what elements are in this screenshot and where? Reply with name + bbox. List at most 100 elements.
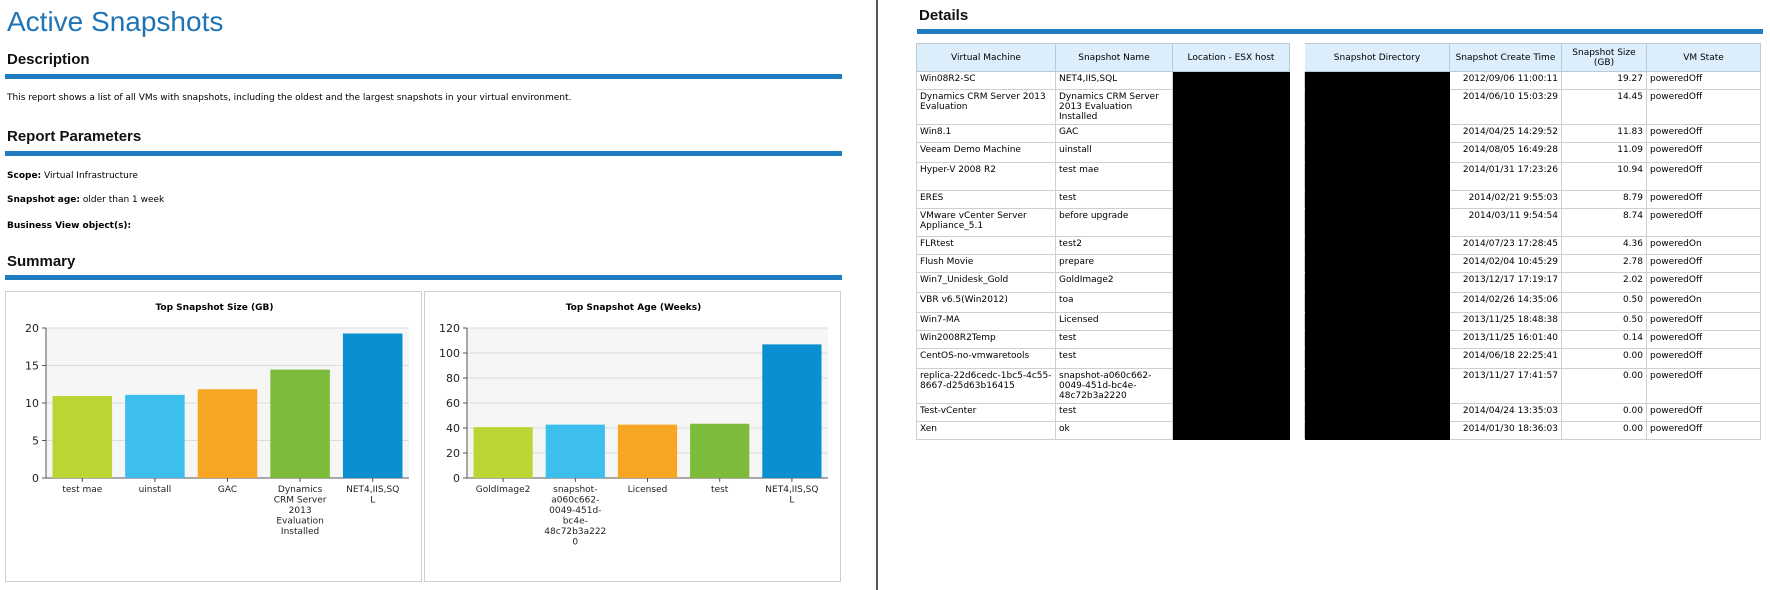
cell-vm-state: poweredOff: [1646, 403, 1761, 422]
table-row[interactable]: CentOS-no-vmwaretools test 2014/06/18 22:2…: [916, 348, 1761, 369]
bar: [342, 333, 403, 478]
cell-snapshot-name: NET4,IIS,SQL: [1055, 71, 1173, 90]
column-header-location[interactable]: Location - ESX host: [1172, 43, 1290, 72]
table-row[interactable]: Xen ok 2014/01/30 18:36:03 0.00 poweredOff: [916, 421, 1761, 440]
cell-gap: [1289, 421, 1305, 440]
table-row[interactable]: Dynamics CRM Server 2013 Evaluation Dynam…: [916, 89, 1761, 125]
cell-directory-redacted: [1304, 421, 1450, 440]
cell-vm: VMware vCenter Server Appliance_5.1: [916, 208, 1056, 237]
cell-snapshot-name: test: [1055, 348, 1173, 369]
table-row[interactable]: FLRtest test2 2014/07/23 17:28:45 4.36 power…: [916, 236, 1761, 255]
y-tick-label: 5: [32, 435, 39, 448]
column-header-directory[interactable]: Snapshot Directory: [1304, 43, 1450, 72]
cell-gap: [1289, 348, 1305, 369]
column-header-blank: [1289, 43, 1305, 72]
table-row[interactable]: replica-22d6cedc-1bc5-4c55-8667-d25d63b1…: [916, 368, 1761, 404]
bar: [125, 394, 185, 478]
x-tick-label: test mae: [62, 485, 102, 495]
table-row[interactable]: Test-vCenter test 2014/04/24 13:35:03 0.00 p…: [916, 403, 1761, 422]
cell-vm: Win08R2-SC: [916, 71, 1056, 90]
cell-size: 0.14: [1561, 330, 1647, 349]
cell-size: 0.50: [1561, 312, 1647, 331]
table-row[interactable]: Win2008R2Temp test 2013/11/25 16:01:40 0.14…: [916, 330, 1761, 349]
cell-gap: [1289, 124, 1305, 143]
x-tick-label: NET4,IIS,SQ L: [346, 485, 399, 506]
bar: [52, 395, 113, 478]
cell-create-time: 2014/01/31 17:23:26: [1449, 162, 1562, 191]
cell-create-time: 2013/11/25 18:48:38: [1449, 312, 1562, 331]
cell-vm-state: poweredOff: [1646, 254, 1761, 273]
cell-directory-redacted: [1304, 368, 1450, 404]
table-row[interactable]: VBR v6.5(Win2012) toa 2014/02/26 14:35:06 0…: [916, 292, 1761, 313]
cell-vm-state: poweredOff: [1646, 142, 1761, 163]
cell-create-time: 2014/02/04 10:45:29: [1449, 254, 1562, 273]
cell-vm-state: poweredOff: [1646, 272, 1761, 293]
cell-vm: Hyper-V 2008 R2: [916, 162, 1056, 191]
table-row[interactable]: ERES test 2014/02/21 9:55:03 8.79 poweredOff: [916, 190, 1761, 209]
cell-create-time: 2014/06/10 15:03:29: [1449, 89, 1562, 125]
cell-create-time: 2014/04/25 14:29:52: [1449, 124, 1562, 143]
cell-snapshot-name: GoldImage2: [1055, 272, 1173, 293]
chart-snapshot-age: Top Snapshot Age (Weeks) 0 20 40 60 80 100 120 G…: [424, 291, 841, 582]
cell-size: 10.94: [1561, 162, 1647, 191]
cell-location-redacted: [1172, 71, 1290, 90]
cell-directory-redacted: [1304, 142, 1450, 163]
cell-location-redacted: [1172, 272, 1290, 293]
x-tick-label: Dynamics CRM Server 2013 Evaluation Installe…: [274, 485, 327, 537]
param-value: Virtual Infrastructure: [44, 171, 138, 181]
table-row[interactable]: VMware vCenter Server Appliance_5.1 befor…: [916, 208, 1761, 237]
cell-vm: Win7_Unidesk_Gold: [916, 272, 1056, 293]
cell-snapshot-name: Licensed: [1055, 312, 1173, 331]
cell-location-redacted: [1172, 190, 1290, 209]
bar: [545, 424, 605, 478]
table-row[interactable]: Win7-MA Licensed 2013/11/25 18:48:38 0.50 po…: [916, 312, 1761, 331]
column-header-vm-state[interactable]: VM State: [1646, 43, 1761, 72]
cell-location-redacted: [1172, 348, 1290, 369]
cell-gap: [1289, 254, 1305, 273]
table-row[interactable]: Hyper-V 2008 R2 test mae 2014/01/31 17:23:…: [916, 162, 1761, 191]
cell-location-redacted: [1172, 89, 1290, 125]
table-row[interactable]: Win8.1 GAC 2014/04/25 14:29:52 11.83 powered…: [916, 124, 1761, 143]
cell-create-time: 2013/11/25 16:01:40: [1449, 330, 1562, 349]
cell-gap: [1289, 162, 1305, 191]
column-header-snapshot-name[interactable]: Snapshot Name: [1055, 43, 1173, 72]
column-header-create-time[interactable]: Snapshot Create Time: [1449, 43, 1562, 72]
cell-vm-state: poweredOff: [1646, 124, 1761, 143]
cell-vm-state: poweredOff: [1646, 71, 1761, 90]
cell-location-redacted: [1172, 403, 1290, 422]
cell-location-redacted: [1172, 254, 1290, 273]
cell-location-redacted: [1172, 162, 1290, 191]
cell-size: 11.83: [1561, 124, 1647, 143]
column-header-size[interactable]: Snapshot Size (GB): [1561, 43, 1647, 72]
cell-create-time: 2013/12/17 17:19:17: [1449, 272, 1562, 293]
cell-vm: Flush Movie: [916, 254, 1056, 273]
table-row[interactable]: Veeam Demo Machine uinstall 2014/08/05 16:…: [916, 142, 1761, 163]
cell-directory-redacted: [1304, 330, 1450, 349]
column-header-vm[interactable]: Virtual Machine: [916, 43, 1056, 72]
details-table-body: Win08R2-SC NET4,IIS,SQL 2012/09/06 11:00:1…: [916, 71, 1761, 440]
cell-snapshot-name: test: [1055, 403, 1173, 422]
section-divider: [5, 74, 842, 79]
cell-vm: Win8.1: [916, 124, 1056, 143]
x-tick-label: NET4,IIS,SQ L: [765, 485, 818, 506]
y-tick-label: 80: [446, 372, 460, 385]
table-row[interactable]: Flush Movie prepare 2014/02/04 10:45:29 2.7…: [916, 254, 1761, 273]
cell-location-redacted: [1172, 208, 1290, 237]
cell-vm-state: poweredOff: [1646, 368, 1761, 404]
cell-directory-redacted: [1304, 190, 1450, 209]
cell-create-time: 2014/04/24 13:35:03: [1449, 403, 1562, 422]
section-divider: [5, 275, 842, 280]
cell-size: 8.74: [1561, 208, 1647, 237]
cell-location-redacted: [1172, 292, 1290, 313]
table-row[interactable]: Win7_Unidesk_Gold GoldImage2 2013/12/17 17…: [916, 272, 1761, 293]
table-row[interactable]: Win08R2-SC NET4,IIS,SQL 2012/09/06 11:00:1…: [916, 71, 1761, 90]
cell-vm-state: poweredOff: [1646, 89, 1761, 125]
cell-vm: CentOS-no-vmwaretools: [916, 348, 1056, 369]
x-tick-label: GAC: [218, 485, 237, 495]
cell-location-redacted: [1172, 142, 1290, 163]
cell-vm: FLRtest: [916, 236, 1056, 255]
cell-vm: Dynamics CRM Server 2013 Evaluation: [916, 89, 1056, 125]
cell-vm: VBR v6.5(Win2012): [916, 292, 1056, 313]
cell-vm: replica-22d6cedc-1bc5-4c55-8667-d25d63b1…: [916, 368, 1056, 404]
cell-location-redacted: [1172, 124, 1290, 143]
